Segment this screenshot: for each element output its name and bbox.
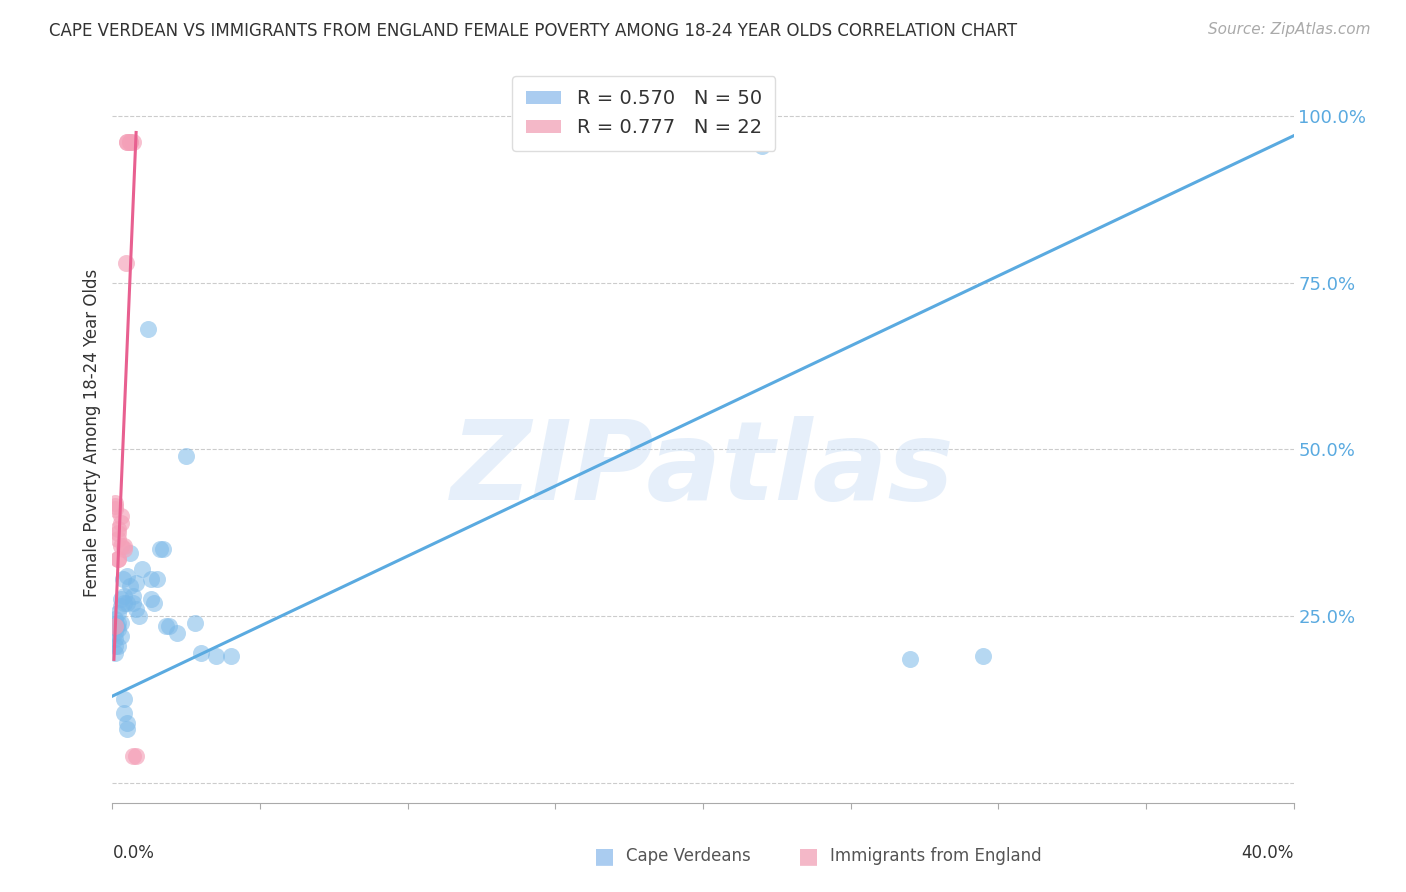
Point xyxy=(110,599,132,613)
Point xyxy=(120,546,142,560)
Point xyxy=(107,522,129,536)
Point xyxy=(105,619,128,633)
Point xyxy=(128,609,150,624)
Point xyxy=(122,136,145,150)
Point xyxy=(110,516,132,530)
Text: ■: ■ xyxy=(595,847,614,866)
Y-axis label: Female Poverty Among 18-24 Year Olds: Female Poverty Among 18-24 Year Olds xyxy=(83,268,101,597)
Point xyxy=(142,596,165,610)
Point xyxy=(166,625,188,640)
Legend: R = 0.570   N = 50, R = 0.777   N = 22: R = 0.570 N = 50, R = 0.777 N = 22 xyxy=(513,76,775,151)
Text: 0.0%: 0.0% xyxy=(112,844,155,862)
Point xyxy=(111,573,134,587)
Point xyxy=(205,648,228,663)
Text: CAPE VERDEAN VS IMMIGRANTS FROM ENGLAND FEMALE POVERTY AMONG 18-24 YEAR OLDS COR: CAPE VERDEAN VS IMMIGRANTS FROM ENGLAND … xyxy=(49,22,1018,40)
Text: ■: ■ xyxy=(799,847,818,866)
Point xyxy=(898,652,921,666)
Point xyxy=(751,138,773,153)
Point xyxy=(131,562,153,576)
Point xyxy=(110,508,132,523)
Point xyxy=(110,539,132,553)
Point xyxy=(104,612,127,626)
Point xyxy=(155,619,177,633)
Point xyxy=(174,449,197,463)
Point xyxy=(107,525,129,540)
Point xyxy=(107,552,129,566)
Point xyxy=(125,602,148,616)
Point xyxy=(120,136,142,150)
Point xyxy=(120,136,142,150)
Point xyxy=(157,619,180,633)
Point xyxy=(104,496,127,510)
Point xyxy=(110,615,132,630)
Point xyxy=(117,136,138,150)
Point xyxy=(125,749,148,764)
Point xyxy=(219,648,242,663)
Text: Cape Verdeans: Cape Verdeans xyxy=(626,847,751,865)
Point xyxy=(146,573,169,587)
Text: ZIPatlas: ZIPatlas xyxy=(451,417,955,523)
Point xyxy=(104,619,127,633)
Point xyxy=(117,723,138,737)
Point xyxy=(184,615,207,630)
Point xyxy=(139,573,162,587)
Point xyxy=(104,619,127,633)
Point xyxy=(122,589,145,603)
Point xyxy=(104,632,127,647)
Point xyxy=(104,625,127,640)
Text: 40.0%: 40.0% xyxy=(1241,844,1294,862)
Point xyxy=(104,499,127,513)
Point xyxy=(112,539,135,553)
Point xyxy=(149,542,172,557)
Text: Immigrants from England: Immigrants from England xyxy=(830,847,1042,865)
Point xyxy=(107,533,129,547)
Point xyxy=(152,542,174,557)
Point xyxy=(107,639,129,653)
Point xyxy=(104,639,127,653)
Point xyxy=(125,575,148,590)
Point xyxy=(112,692,135,706)
Point xyxy=(112,589,135,603)
Point xyxy=(190,646,212,660)
Point xyxy=(117,569,138,583)
Point xyxy=(107,623,129,637)
Text: Source: ZipAtlas.com: Source: ZipAtlas.com xyxy=(1208,22,1371,37)
Point xyxy=(107,606,129,620)
Point xyxy=(139,592,162,607)
Point xyxy=(104,502,127,516)
Point xyxy=(114,255,136,269)
Point xyxy=(107,552,129,566)
Point xyxy=(117,136,138,150)
Point xyxy=(110,592,132,607)
Point xyxy=(112,542,135,557)
Point xyxy=(112,706,135,720)
Point xyxy=(973,648,995,663)
Point xyxy=(110,629,132,643)
Point xyxy=(122,749,145,764)
Point xyxy=(117,596,138,610)
Point xyxy=(117,715,138,730)
Point xyxy=(107,615,129,630)
Point xyxy=(104,646,127,660)
Point xyxy=(122,596,145,610)
Point xyxy=(136,322,159,336)
Point xyxy=(112,596,135,610)
Point xyxy=(120,579,142,593)
